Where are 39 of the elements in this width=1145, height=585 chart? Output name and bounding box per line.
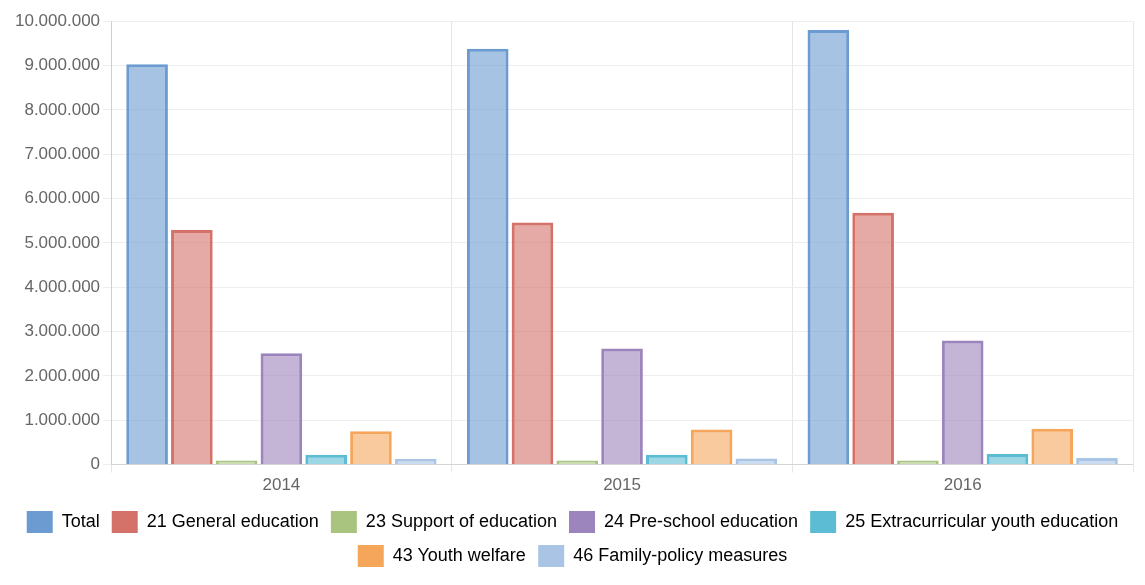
y-tick-label: 3.000.000 bbox=[24, 321, 101, 341]
legend-label: 43 Youth welfare bbox=[392, 544, 526, 565]
legend-label: 23 Support of education bbox=[365, 510, 558, 531]
bar bbox=[126, 64, 168, 465]
legend-label: 21 General education bbox=[146, 510, 319, 531]
x-tick-label: 2015 bbox=[603, 475, 641, 495]
bar bbox=[645, 454, 688, 465]
bar bbox=[466, 48, 509, 465]
bar bbox=[305, 454, 347, 465]
y-tick-label: 6.000.000 bbox=[24, 188, 101, 208]
y-tick-label: 7.000.000 bbox=[24, 143, 101, 163]
bar bbox=[171, 230, 213, 465]
bar bbox=[807, 30, 850, 465]
bar bbox=[690, 429, 733, 465]
bar bbox=[601, 348, 643, 465]
x-tick-label: 2016 bbox=[943, 475, 982, 495]
bar bbox=[852, 212, 894, 465]
y-tick-label: 1.000.000 bbox=[24, 409, 101, 429]
legend-label: Total bbox=[61, 510, 100, 531]
bar bbox=[986, 453, 1029, 465]
bar bbox=[260, 353, 303, 465]
y-tick-label: 9.000.000 bbox=[24, 55, 101, 75]
bar bbox=[350, 431, 392, 465]
bar bbox=[1031, 428, 1074, 465]
bar bbox=[1076, 457, 1118, 465]
y-tick-label: 5.000.000 bbox=[24, 232, 101, 252]
legend-label: 25 Extracurricular youth education bbox=[845, 510, 1119, 531]
y-tick-label: 10.000.000 bbox=[14, 10, 101, 30]
y-tick-label: 2.000.000 bbox=[24, 365, 101, 385]
legend-label: 46 Family-policy measures bbox=[573, 544, 788, 565]
bar bbox=[735, 458, 778, 465]
bar bbox=[941, 340, 984, 465]
bar bbox=[511, 222, 554, 465]
bar bbox=[394, 458, 437, 465]
y-tick-label: 0 bbox=[90, 454, 101, 474]
y-tick-label: 4.000.000 bbox=[24, 276, 101, 296]
legend-label: 24 Pre-school education bbox=[604, 510, 799, 531]
y-tick-label: 8.000.000 bbox=[24, 99, 101, 119]
x-tick-label: 2014 bbox=[262, 475, 301, 495]
